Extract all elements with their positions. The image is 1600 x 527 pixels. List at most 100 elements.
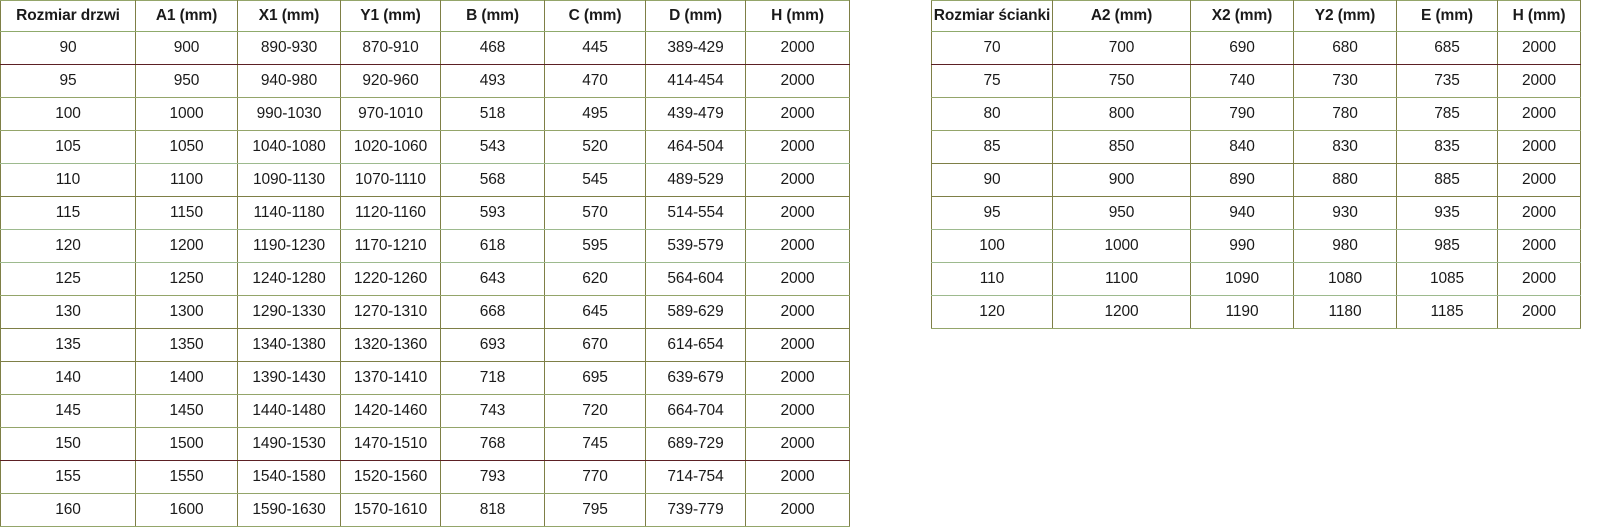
wall-header-0: Rozmiar ścianki bbox=[931, 0, 1053, 32]
doors-cell-r3-c7: 2000 bbox=[745, 130, 850, 164]
doors-cell-r4-c3: 1070-1110 bbox=[340, 163, 441, 197]
doors-cell-r0-c4: 468 bbox=[440, 31, 545, 65]
doors-cell-r6-c5: 595 bbox=[544, 229, 646, 263]
doors-cell-r0-c2: 890-930 bbox=[237, 31, 341, 65]
doors-cell-r8-c5: 645 bbox=[544, 295, 646, 329]
wall-cell-r7-c0: 110 bbox=[931, 262, 1053, 296]
wall-cell-r6-c1: 1000 bbox=[1052, 229, 1191, 263]
doors-cell-r8-c3: 1270-1310 bbox=[340, 295, 441, 329]
doors-table-head: Rozmiar drzwi A1 (mm) X1 (mm) Y1 (mm) B (mm)… bbox=[0, 0, 850, 32]
wall-cell-r0-c0: 70 bbox=[931, 31, 1053, 65]
wall-header-3: Y2 (mm) bbox=[1293, 0, 1397, 32]
doors-row: 110 1100 1090-1130 1070-1110 568 545 489-529 20… bbox=[0, 163, 850, 197]
doors-cell-r6-c1: 1200 bbox=[135, 229, 238, 263]
doors-cell-r9-c1: 1350 bbox=[135, 328, 238, 362]
doors-cell-r3-c2: 1040-1080 bbox=[237, 130, 341, 164]
doors-row: 140 1400 1390-1430 1370-1410 718 695 639-679 20… bbox=[0, 361, 850, 395]
doors-cell-r9-c3: 1320-1360 bbox=[340, 328, 441, 362]
doors-cell-r10-c3: 1370-1410 bbox=[340, 361, 441, 395]
doors-cell-r1-c3: 920-960 bbox=[340, 64, 441, 98]
doors-cell-r10-c2: 1390-1430 bbox=[237, 361, 341, 395]
doors-cell-r11-c1: 1450 bbox=[135, 394, 238, 428]
doors-cell-r1-c0: 95 bbox=[0, 64, 136, 98]
wall-cell-r0-c2: 690 bbox=[1190, 31, 1294, 65]
wall-specification-table: Rozmiar ścianki A2 (mm) X2 (mm) Y2 (mm) E (m… bbox=[931, 0, 1581, 329]
wall-table-header-row: Rozmiar ścianki A2 (mm) X2 (mm) Y2 (mm) E (m… bbox=[931, 0, 1581, 32]
doors-row: 160 1600 1590-1630 1570-1610 818 795 739-779 20… bbox=[0, 493, 850, 527]
doors-cell-r3-c6: 464-504 bbox=[645, 130, 746, 164]
wall-row: 110 1100 1090 1080 1085 2000 bbox=[931, 262, 1581, 296]
doors-cell-r7-c3: 1220-1260 bbox=[340, 262, 441, 296]
doors-cell-r14-c2: 1590-1630 bbox=[237, 493, 341, 527]
doors-cell-r13-c1: 1550 bbox=[135, 460, 238, 494]
wall-cell-r5-c5: 2000 bbox=[1497, 196, 1581, 230]
doors-cell-r3-c1: 1050 bbox=[135, 130, 238, 164]
doors-cell-r7-c5: 620 bbox=[544, 262, 646, 296]
wall-header-5: H (mm) bbox=[1497, 0, 1581, 32]
doors-cell-r3-c3: 1020-1060 bbox=[340, 130, 441, 164]
doors-cell-r11-c0: 145 bbox=[0, 394, 136, 428]
doors-cell-r2-c7: 2000 bbox=[745, 97, 850, 131]
doors-cell-r4-c5: 545 bbox=[544, 163, 646, 197]
doors-cell-r5-c5: 570 bbox=[544, 196, 646, 230]
wall-cell-r1-c5: 2000 bbox=[1497, 64, 1581, 98]
wall-row: 120 1200 1190 1180 1185 2000 bbox=[931, 295, 1581, 329]
doors-cell-r6-c2: 1190-1230 bbox=[237, 229, 341, 263]
doors-cell-r13-c5: 770 bbox=[544, 460, 646, 494]
doors-cell-r6-c0: 120 bbox=[0, 229, 136, 263]
doors-cell-r13-c0: 155 bbox=[0, 460, 136, 494]
doors-cell-r5-c7: 2000 bbox=[745, 196, 850, 230]
wall-cell-r3-c0: 85 bbox=[931, 130, 1053, 164]
doors-cell-r8-c6: 589-629 bbox=[645, 295, 746, 329]
doors-row: 130 1300 1290-1330 1270-1310 668 645 589-629 20… bbox=[0, 295, 850, 329]
doors-cell-r0-c5: 445 bbox=[544, 31, 646, 65]
wall-cell-r7-c5: 2000 bbox=[1497, 262, 1581, 296]
doors-cell-r13-c2: 1540-1580 bbox=[237, 460, 341, 494]
wall-row: 75 750 740 730 735 2000 bbox=[931, 64, 1581, 98]
wall-cell-r4-c5: 2000 bbox=[1497, 163, 1581, 197]
wall-cell-r4-c4: 885 bbox=[1396, 163, 1498, 197]
wall-cell-r2-c2: 790 bbox=[1190, 97, 1294, 131]
doors-cell-r12-c6: 689-729 bbox=[645, 427, 746, 461]
doors-cell-r2-c1: 1000 bbox=[135, 97, 238, 131]
doors-cell-r9-c2: 1340-1380 bbox=[237, 328, 341, 362]
doors-cell-r14-c0: 160 bbox=[0, 493, 136, 527]
wall-cell-r8-c4: 1185 bbox=[1396, 295, 1498, 329]
doors-cell-r14-c7: 2000 bbox=[745, 493, 850, 527]
doors-cell-r7-c2: 1240-1280 bbox=[237, 262, 341, 296]
doors-cell-r9-c0: 135 bbox=[0, 328, 136, 362]
doors-cell-r4-c0: 110 bbox=[0, 163, 136, 197]
doors-row: 100 1000 990-1030 970-1010 518 495 439-479 2000 bbox=[0, 97, 850, 131]
doors-row: 125 1250 1240-1280 1220-1260 643 620 564-604 20… bbox=[0, 262, 850, 296]
wall-cell-r3-c3: 830 bbox=[1293, 130, 1397, 164]
doors-cell-r8-c1: 1300 bbox=[135, 295, 238, 329]
doors-cell-r12-c0: 150 bbox=[0, 427, 136, 461]
doors-cell-r0-c7: 2000 bbox=[745, 31, 850, 65]
doors-cell-r3-c4: 543 bbox=[440, 130, 545, 164]
doors-cell-r5-c6: 514-554 bbox=[645, 196, 746, 230]
wall-cell-r8-c5: 2000 bbox=[1497, 295, 1581, 329]
doors-cell-r3-c5: 520 bbox=[544, 130, 646, 164]
wall-cell-r6-c5: 2000 bbox=[1497, 229, 1581, 263]
wall-cell-r8-c2: 1190 bbox=[1190, 295, 1294, 329]
wall-cell-r3-c4: 835 bbox=[1396, 130, 1498, 164]
doors-cell-r2-c5: 495 bbox=[544, 97, 646, 131]
wall-cell-r5-c4: 935 bbox=[1396, 196, 1498, 230]
doors-cell-r4-c4: 568 bbox=[440, 163, 545, 197]
doors-cell-r9-c7: 2000 bbox=[745, 328, 850, 362]
doors-cell-r1-c7: 2000 bbox=[745, 64, 850, 98]
wall-table-body: 70 700 690 680 685 2000 75 750 740 730 735 2000 80 80… bbox=[931, 31, 1581, 329]
doors-row: 115 1150 1140-1180 1120-1160 593 570 514-554 20… bbox=[0, 196, 850, 230]
wall-header-4: E (mm) bbox=[1396, 0, 1498, 32]
doors-cell-r13-c3: 1520-1560 bbox=[340, 460, 441, 494]
doors-row: 95 950 940-980 920-960 493 470 414-454 2000 bbox=[0, 64, 850, 98]
wall-cell-r1-c3: 730 bbox=[1293, 64, 1397, 98]
doors-cell-r8-c4: 668 bbox=[440, 295, 545, 329]
doors-row: 90 900 890-930 870-910 468 445 389-429 2000 bbox=[0, 31, 850, 65]
doors-cell-r10-c4: 718 bbox=[440, 361, 545, 395]
doors-row: 145 1450 1440-1480 1420-1460 743 720 664-704 20… bbox=[0, 394, 850, 428]
wall-cell-r2-c1: 800 bbox=[1052, 97, 1191, 131]
doors-cell-r4-c6: 489-529 bbox=[645, 163, 746, 197]
wall-cell-r8-c1: 1200 bbox=[1052, 295, 1191, 329]
doors-header-5: C (mm) bbox=[544, 0, 646, 32]
